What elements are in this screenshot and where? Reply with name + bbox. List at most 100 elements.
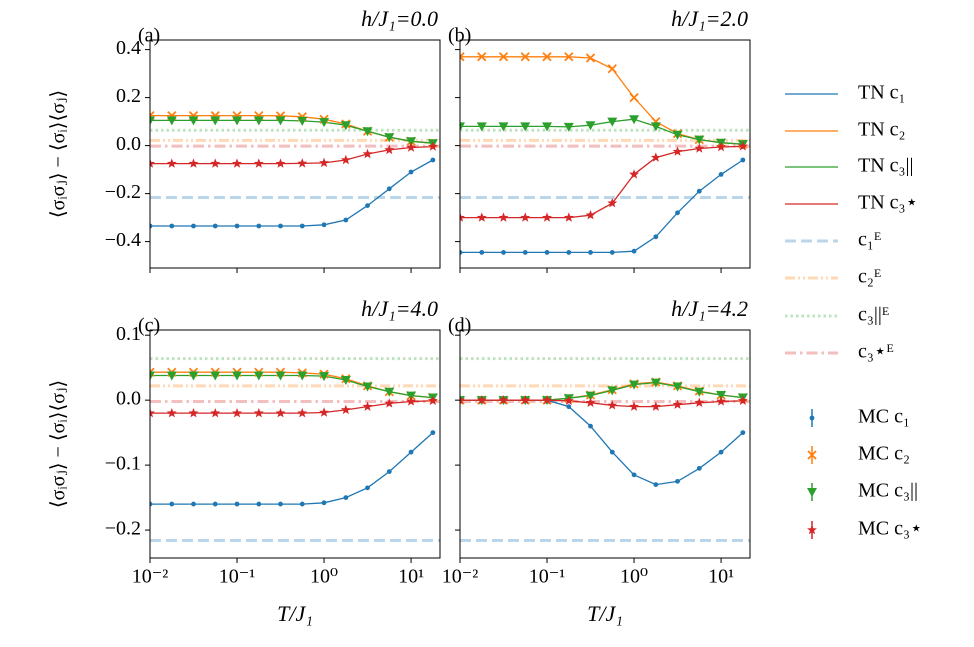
marker <box>460 52 465 62</box>
marker <box>607 64 617 74</box>
marker <box>340 121 351 131</box>
marker <box>675 478 680 484</box>
legend-label: MC c₁ <box>858 406 910 428</box>
marker <box>694 135 705 145</box>
marker <box>520 52 530 62</box>
marker <box>607 198 618 208</box>
marker <box>498 52 509 62</box>
tn-line <box>460 399 744 486</box>
tn-line <box>150 400 433 414</box>
marker <box>365 485 370 491</box>
marker <box>672 146 683 156</box>
marker <box>297 116 308 126</box>
marker <box>430 157 436 163</box>
marker <box>210 371 221 381</box>
marker <box>672 399 683 409</box>
marker <box>737 395 748 406</box>
marker <box>542 52 552 62</box>
panel-label: (c) <box>138 315 160 337</box>
marker <box>585 121 596 131</box>
marker <box>631 248 637 254</box>
marker <box>275 371 286 381</box>
x-tick-label: 10⁻¹ <box>529 566 566 588</box>
marker <box>650 152 661 162</box>
marker <box>321 222 327 228</box>
legend-label: MC c₂ <box>858 443 910 465</box>
panel-label: (a) <box>138 25 160 47</box>
tn-line <box>460 399 743 408</box>
marker <box>718 449 724 455</box>
marker <box>275 158 286 168</box>
marker <box>386 469 392 475</box>
marker <box>737 141 748 151</box>
marker <box>297 407 308 418</box>
marker <box>232 407 242 418</box>
marker <box>809 415 815 421</box>
marker <box>476 122 487 132</box>
plot-area <box>150 110 440 229</box>
marker <box>563 122 574 132</box>
plot-area <box>460 357 750 542</box>
tn-line <box>460 145 743 219</box>
legend-label: TN c₃|| <box>858 155 914 177</box>
marker <box>460 394 465 405</box>
axes-frame <box>459 329 751 559</box>
legend-label: c₃||ᴱ <box>858 304 889 326</box>
marker <box>430 430 436 436</box>
marker <box>384 133 395 143</box>
marker <box>321 500 327 506</box>
marker <box>150 223 153 229</box>
marker <box>169 223 175 229</box>
marker <box>319 407 329 417</box>
marker <box>150 116 155 126</box>
legend-label: MC c₃⋆ <box>858 518 923 540</box>
y-tick-label: 0.1 <box>116 323 141 345</box>
marker <box>297 371 308 381</box>
tn-line <box>150 159 434 227</box>
marker <box>210 116 221 126</box>
marker <box>629 401 639 411</box>
marker <box>406 137 417 147</box>
marker <box>299 223 305 229</box>
marker <box>150 371 155 381</box>
legend-label: c₃⋆ᴱ <box>858 341 894 363</box>
marker <box>563 212 574 222</box>
marker <box>653 234 659 240</box>
marker <box>694 387 705 397</box>
axes-frame <box>149 39 441 269</box>
marker <box>340 376 351 386</box>
marker <box>362 382 373 392</box>
marker <box>210 407 221 418</box>
legend-label: TN c₃⋆ <box>858 192 918 214</box>
y-tick-label: 0.4 <box>116 37 141 59</box>
tn-line <box>150 145 433 165</box>
marker <box>607 400 618 410</box>
marker <box>362 148 373 159</box>
panel-label: (b) <box>448 25 471 47</box>
marker <box>498 212 509 222</box>
marker <box>542 394 552 405</box>
marker <box>256 501 262 507</box>
marker <box>427 141 438 151</box>
marker <box>718 172 724 177</box>
marker <box>188 407 199 418</box>
marker <box>694 397 705 407</box>
marker <box>696 465 702 471</box>
y-tick-label: 0.2 <box>116 85 141 107</box>
marker <box>460 122 465 132</box>
marker <box>275 407 286 418</box>
panel: −0.2 −0.1 0.0 0.1 10⁻² 10⁻¹ 10⁰ 10¹ (c) h/J₁=4.0 ⟨… <box>48 296 441 626</box>
panel-label: (d) <box>448 315 471 337</box>
marker <box>629 380 640 390</box>
tn-line <box>460 56 743 145</box>
marker <box>408 169 414 175</box>
marker <box>807 524 817 535</box>
marker <box>406 396 417 406</box>
axes-frame <box>459 39 751 269</box>
marker <box>520 122 531 132</box>
marker <box>343 495 349 500</box>
marker <box>365 203 370 208</box>
marker <box>166 116 177 126</box>
marker <box>585 391 596 401</box>
panel: −0.4 −0.2 0.0 0.2 0.4(a) h/J₁=0.0 ⟨σᵢσⱼ⟩ − ⟨σᵢ… <box>48 6 441 273</box>
